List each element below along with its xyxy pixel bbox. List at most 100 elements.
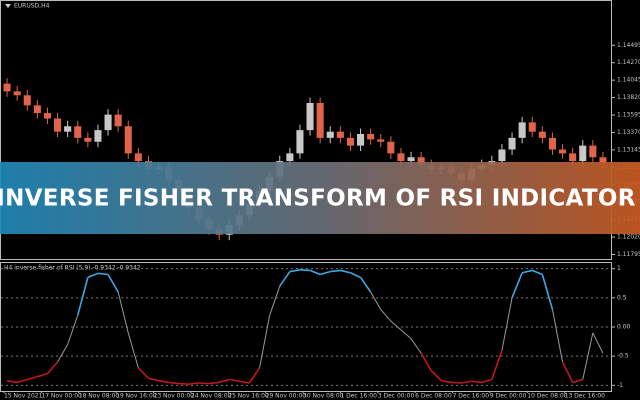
candle-body bbox=[306, 103, 314, 131]
indicator-line bbox=[208, 381, 220, 385]
indicator-line bbox=[471, 380, 482, 384]
candle-body bbox=[3, 83, 11, 92]
y-tick-label: 0.5 bbox=[617, 294, 627, 301]
candle-body bbox=[94, 130, 102, 142]
x-tick-label: 15 Nov 2021 bbox=[4, 393, 43, 400]
candle-body bbox=[13, 91, 21, 96]
indicator-line bbox=[248, 367, 261, 384]
indicator-line bbox=[531, 269, 543, 276]
y-tick-label: 1.13820 bbox=[617, 94, 640, 101]
x-tick-label: 24 Nov 08:00 bbox=[191, 393, 232, 400]
candle-body bbox=[397, 153, 405, 162]
y-tick-label: 1.13145 bbox=[617, 146, 640, 153]
x-tick-label: 25 Nov 16:00 bbox=[228, 393, 269, 400]
candle-body bbox=[286, 153, 294, 162]
indicator-line bbox=[592, 332, 604, 354]
candle-body bbox=[559, 149, 567, 154]
candle-body bbox=[548, 137, 556, 150]
indicator-line bbox=[97, 272, 109, 276]
indicator-line bbox=[420, 352, 432, 372]
indicator-line bbox=[582, 332, 594, 380]
candle-body bbox=[589, 145, 597, 158]
indicator-line bbox=[57, 344, 69, 363]
candle-body bbox=[104, 114, 112, 131]
candle-body bbox=[538, 131, 546, 138]
indicator-line bbox=[521, 269, 533, 274]
candle-body bbox=[84, 137, 92, 142]
indicator-line bbox=[572, 378, 583, 384]
candle-body bbox=[518, 122, 526, 138]
indicator-line bbox=[188, 382, 200, 385]
candle-body bbox=[316, 103, 324, 138]
x-tick-label: 23 Nov 00:00 bbox=[154, 393, 195, 400]
indicator-line bbox=[390, 320, 402, 331]
indicator-line bbox=[410, 338, 422, 354]
indicator-line bbox=[370, 291, 382, 310]
indicator-line bbox=[107, 274, 119, 293]
indicator-line bbox=[359, 276, 372, 293]
x-tick-label: 6 Dec 08:00 bbox=[415, 393, 452, 400]
candle-body bbox=[579, 145, 587, 162]
candle-body bbox=[377, 139, 385, 142]
menu-arrow[interactable] bbox=[5, 4, 11, 8]
x-tick-label: 3 Dec 00:00 bbox=[378, 393, 415, 400]
candle-body bbox=[346, 137, 354, 146]
x-tick-label: 1 Dec 16:00 bbox=[340, 393, 377, 400]
x-tick-label: 9 Dec 00:00 bbox=[490, 393, 527, 400]
y-tick-label: -0.5 bbox=[617, 353, 629, 360]
candle-body bbox=[296, 130, 304, 154]
y-tick-label: 1.14045 bbox=[617, 77, 640, 84]
indicator-line bbox=[501, 297, 513, 351]
indicator-line bbox=[430, 370, 442, 382]
indicator-line bbox=[198, 382, 210, 385]
candle-body bbox=[54, 118, 62, 132]
candle-body bbox=[599, 157, 607, 163]
marks: 1.117951.120201.122451.124701.126951.129… bbox=[1, 42, 640, 400]
price-panel bbox=[0, 0, 612, 260]
y-tick-label: 1.13370 bbox=[617, 129, 640, 136]
candle-body bbox=[387, 141, 395, 154]
indicator-line bbox=[340, 269, 351, 274]
indicator-line bbox=[178, 382, 189, 385]
y-tick-label: 1 bbox=[617, 265, 621, 272]
y-tick-label: 1.12020 bbox=[617, 234, 640, 241]
indicator-line bbox=[137, 367, 150, 379]
indicator-line bbox=[6, 379, 18, 384]
candle-body bbox=[336, 131, 344, 138]
indicator-line bbox=[441, 379, 452, 384]
indicator-line bbox=[511, 272, 523, 299]
y-tick-label: 1.11795 bbox=[617, 251, 640, 258]
x-tick-label: 30 Nov 08:00 bbox=[303, 393, 344, 400]
indicator-line bbox=[239, 380, 250, 384]
candle-body bbox=[569, 153, 577, 162]
indicator-line bbox=[289, 269, 301, 273]
indicator-line bbox=[218, 378, 230, 384]
indicator-line bbox=[67, 315, 79, 345]
indicator-line bbox=[229, 378, 240, 383]
indicator-line bbox=[76, 277, 89, 316]
candle-body bbox=[43, 113, 51, 119]
candle-body bbox=[124, 126, 132, 154]
candle-body bbox=[367, 134, 375, 140]
x-tick-label: 19 Nov 16:00 bbox=[116, 393, 157, 400]
indicator-line bbox=[551, 309, 564, 363]
indicator-line bbox=[380, 309, 392, 322]
indicator-line bbox=[148, 377, 159, 382]
candle-body bbox=[134, 153, 142, 162]
y-tick-label: 0.00 bbox=[617, 324, 631, 331]
y-tick-label: -1 bbox=[617, 382, 623, 389]
candle-body bbox=[74, 126, 82, 138]
indicator-line bbox=[46, 361, 59, 375]
symbol-label: EURUSD,H4 bbox=[14, 3, 50, 10]
x-tick-label: 18 Nov 08:00 bbox=[79, 393, 120, 400]
indicator-line bbox=[269, 286, 281, 316]
candle-body bbox=[357, 134, 365, 146]
x-tick-label: 13 Dec 16:00 bbox=[565, 393, 606, 400]
indicator-line bbox=[259, 315, 271, 368]
indicator-line bbox=[330, 269, 341, 273]
y-tick-label: 1.14495 bbox=[617, 42, 640, 49]
indicator-line bbox=[16, 378, 28, 384]
indicator-line bbox=[541, 274, 554, 310]
indicator-line bbox=[27, 375, 38, 381]
